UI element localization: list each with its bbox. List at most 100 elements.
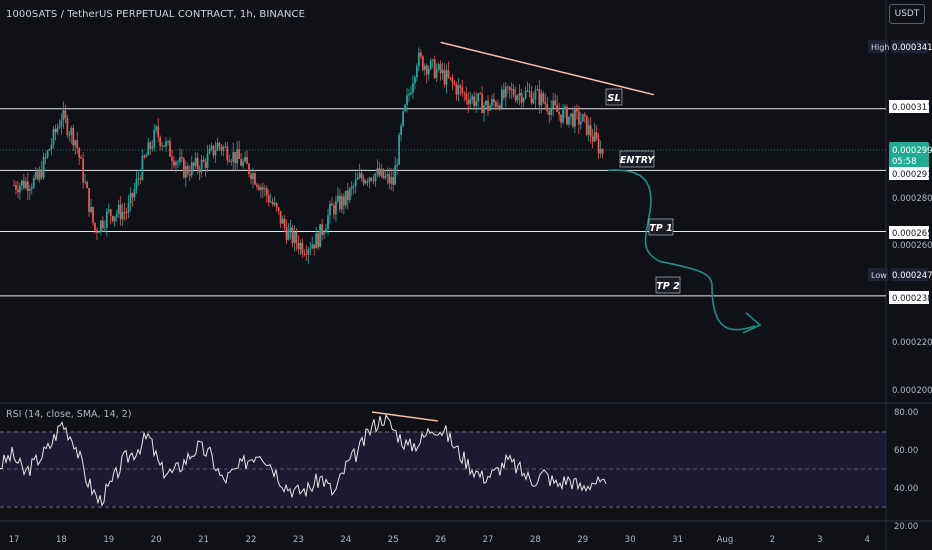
candle-body	[358, 173, 361, 178]
candle-body	[92, 207, 94, 223]
candle-body	[522, 98, 525, 103]
candle-body	[60, 120, 63, 127]
candle-body	[388, 174, 391, 184]
candle-body	[512, 88, 515, 96]
candle-body	[319, 224, 322, 248]
candle-body	[222, 147, 225, 151]
candle-body	[597, 138, 600, 154]
candle-body	[406, 95, 408, 105]
candle-body	[265, 188, 268, 196]
candle-body	[342, 196, 345, 206]
candle-body	[107, 209, 110, 212]
candle-body	[167, 140, 169, 142]
candle-body	[498, 105, 501, 109]
candle-body	[214, 150, 217, 156]
candle-body	[459, 85, 462, 88]
candle-body	[46, 150, 49, 157]
candle-body	[528, 91, 531, 92]
candle-body	[408, 93, 410, 96]
candle-body	[119, 204, 122, 220]
rsi-tick-label: 80.00	[894, 408, 918, 418]
candle-body	[123, 211, 126, 213]
candle-body	[196, 157, 199, 170]
candle-body	[479, 93, 481, 95]
current-price-value: 0.0002995	[892, 146, 932, 156]
candle-body	[467, 99, 470, 105]
candle-body	[534, 90, 537, 100]
candle-body	[173, 160, 175, 166]
candle-body	[327, 215, 329, 229]
candle-body	[246, 157, 248, 164]
candle-body	[352, 186, 355, 188]
candle-body	[171, 156, 173, 161]
entry-label[interactable]: ENTRY	[619, 150, 655, 168]
candle-body	[572, 113, 574, 127]
sl-label[interactable]: SL	[605, 88, 623, 106]
currency-button[interactable]: USDT	[889, 4, 925, 24]
candle-body	[263, 188, 266, 190]
candle-body	[210, 145, 213, 149]
candle-body	[169, 140, 171, 157]
rsi-axis[interactable]: 80.00 60.00 40.00 20.00	[894, 408, 918, 532]
symbol-title: 1000SATS / TetherUS PERPETUAL CONTRACT, …	[6, 9, 305, 20]
candle-body	[250, 173, 252, 180]
time-tick-label: 31	[672, 535, 683, 545]
level-price-tag: 0.0003171	[889, 100, 932, 113]
candle-body	[259, 187, 262, 191]
candle-body	[129, 193, 132, 204]
rsi-divergence-line[interactable]	[371, 411, 439, 422]
candle-body	[510, 88, 513, 91]
time-axis[interactable]: 17 18 19 20 21 22 23 24 25 26 27 28 29 30 31 Aug 2 3 4	[9, 535, 870, 545]
candle-body	[48, 149, 51, 151]
candle-body	[180, 157, 183, 159]
candle-body	[491, 99, 493, 106]
trendline[interactable]	[440, 41, 655, 96]
candle-body	[147, 142, 150, 156]
candle-body	[236, 149, 239, 164]
candle-body	[15, 185, 17, 190]
candle-body	[414, 77, 416, 84]
candle-body	[309, 248, 312, 250]
candle-body	[307, 249, 310, 255]
candle-body	[548, 111, 551, 115]
candle-body	[581, 114, 584, 122]
candle-body	[589, 125, 592, 137]
tp1-label[interactable]: TP 1	[648, 218, 674, 236]
candle-body	[305, 254, 308, 255]
candle-body	[24, 181, 27, 189]
candle-body	[82, 158, 85, 183]
candle-body	[133, 188, 136, 198]
candle-body	[338, 195, 341, 210]
candle-body	[287, 230, 290, 240]
candle-body	[451, 77, 454, 83]
candle-body	[471, 96, 474, 100]
candle-body	[200, 159, 203, 173]
time-tick-label: 27	[483, 535, 494, 545]
candle-body	[441, 70, 444, 74]
candle-body	[96, 230, 98, 233]
horizontal-levels[interactable]	[0, 108, 886, 297]
projected-path-arrow[interactable]	[607, 169, 756, 331]
candle-body	[447, 70, 450, 78]
current-price-tag: 0.0002995 05:58	[889, 142, 932, 168]
candle-body	[30, 187, 33, 190]
candle-body	[485, 100, 487, 106]
candle-body	[208, 148, 211, 154]
candle-body	[242, 161, 244, 166]
candle-body	[346, 190, 349, 200]
candle-body	[595, 132, 598, 139]
candle-body	[439, 64, 442, 74]
high-tag: High	[871, 43, 889, 52]
tp2-label[interactable]: TP 2	[655, 276, 681, 294]
candle-body	[552, 100, 555, 108]
candle-body	[348, 188, 351, 200]
candle-body	[17, 189, 19, 193]
candle-body	[489, 105, 491, 111]
candle-body	[218, 143, 221, 147]
time-tick-label: 20	[151, 535, 162, 545]
candle-body	[184, 166, 187, 178]
candle-body	[84, 182, 86, 183]
candle-body	[74, 140, 77, 146]
